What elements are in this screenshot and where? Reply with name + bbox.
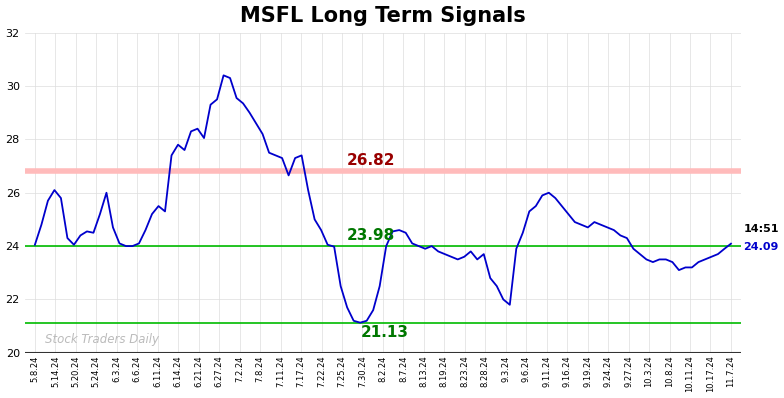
Text: Stock Traders Daily: Stock Traders Daily bbox=[45, 333, 159, 346]
Text: 21.13: 21.13 bbox=[361, 325, 409, 340]
Title: MSFL Long Term Signals: MSFL Long Term Signals bbox=[240, 6, 526, 25]
Text: 26.82: 26.82 bbox=[347, 153, 395, 168]
Text: 14:51: 14:51 bbox=[743, 224, 779, 234]
Text: 23.98: 23.98 bbox=[347, 228, 395, 244]
Text: 24.09: 24.09 bbox=[743, 242, 779, 252]
